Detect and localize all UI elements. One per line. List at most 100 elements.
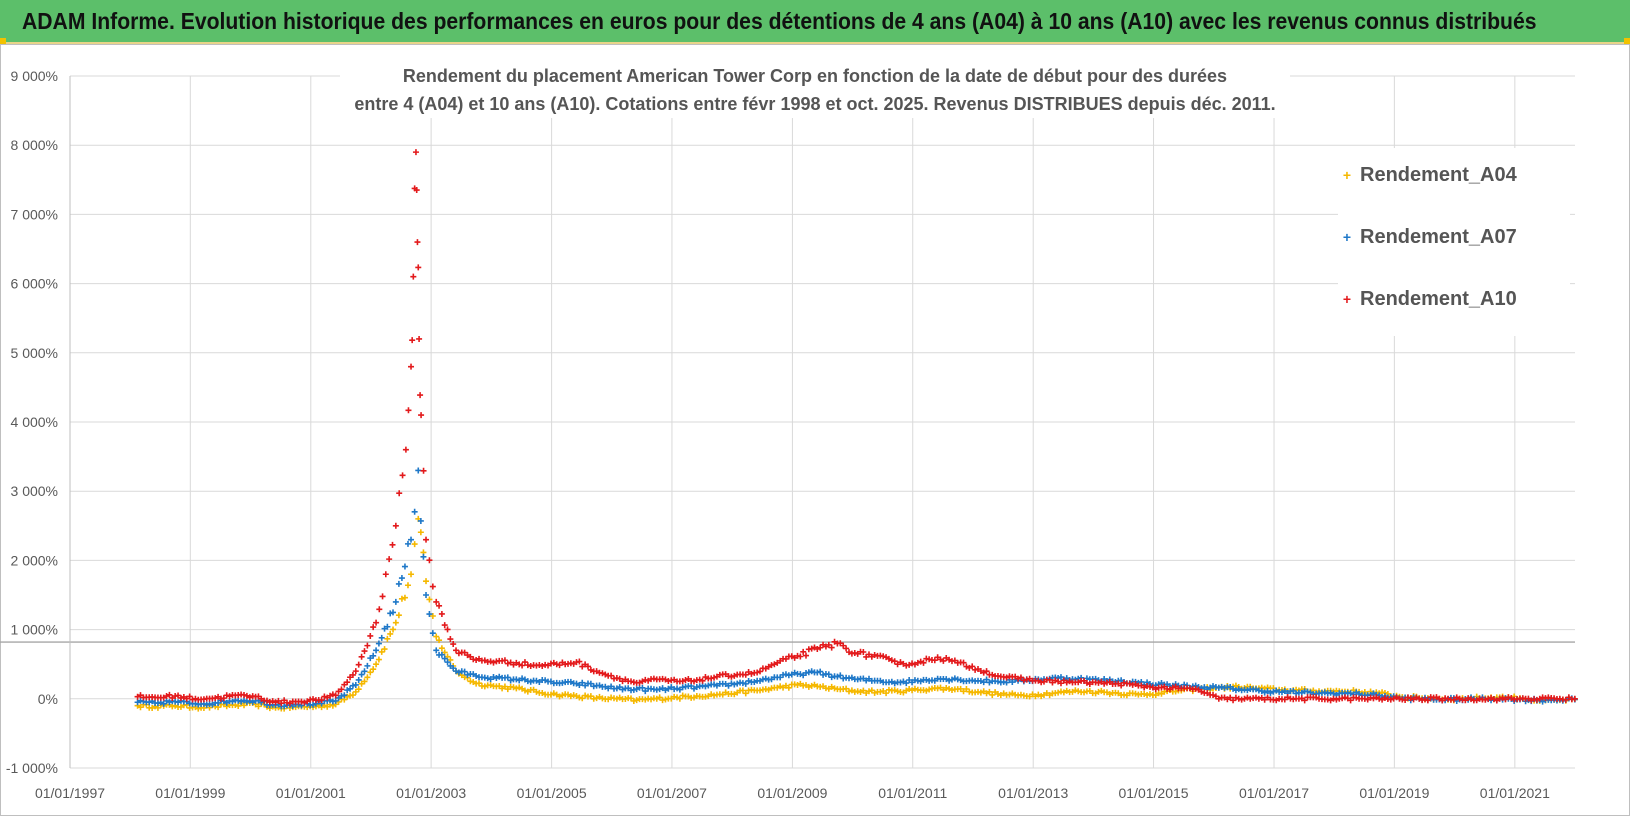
data-point [510, 661, 517, 668]
data-point [570, 660, 577, 667]
data-point [851, 688, 858, 695]
data-point [1424, 697, 1431, 704]
data-point [751, 679, 758, 686]
data-point [496, 673, 503, 680]
data-point [519, 662, 526, 669]
data-point [1568, 696, 1575, 703]
data-point [416, 335, 423, 342]
data-point [926, 686, 933, 693]
data-point [484, 675, 491, 682]
data-point [590, 668, 597, 675]
x-tick-label: 01/01/2007 [637, 785, 707, 801]
data-point [831, 638, 838, 645]
data-point [682, 677, 689, 684]
data-point [768, 662, 775, 669]
data-point [828, 644, 835, 651]
data-point [1347, 690, 1354, 697]
data-point [433, 633, 440, 640]
data-point [808, 682, 815, 689]
data-point [516, 661, 523, 668]
y-tick-label: 3 000% [11, 483, 58, 499]
data-point [390, 626, 397, 633]
data-point [771, 684, 778, 691]
data-point [739, 687, 746, 694]
data-point [401, 594, 408, 601]
data-point [189, 696, 196, 703]
data-point [843, 645, 850, 652]
data-point [1324, 696, 1331, 703]
data-point [983, 668, 990, 675]
series-layer [134, 149, 1578, 712]
data-point [751, 687, 758, 694]
data-point [986, 688, 993, 695]
data-point [699, 677, 706, 684]
data-point [450, 665, 457, 672]
data-point [415, 264, 422, 271]
data-point [338, 686, 345, 693]
series-rendement-a04 [134, 515, 1578, 712]
data-point [751, 669, 758, 676]
data-point [404, 582, 411, 589]
data-point [318, 697, 325, 704]
data-point [1132, 690, 1139, 697]
chart-title: Rendement du placement American Tower Co… [340, 62, 1290, 118]
data-point [797, 671, 804, 678]
data-point [423, 578, 430, 585]
data-point [828, 674, 835, 681]
data-point [447, 636, 454, 643]
data-point [648, 696, 655, 703]
data-point [1333, 696, 1340, 703]
data-point [1052, 677, 1059, 684]
data-point [1235, 686, 1242, 693]
data-point [349, 692, 356, 699]
data-point [943, 684, 950, 691]
data-point [911, 661, 918, 668]
legend-item-a07[interactable]: + Rendement_A07 [1338, 222, 1517, 252]
data-point [811, 681, 818, 688]
data-point [229, 692, 236, 699]
data-point [1482, 696, 1489, 703]
data-point [1238, 696, 1245, 703]
data-point [791, 669, 798, 676]
data-point [630, 697, 637, 704]
data-point [1144, 683, 1151, 690]
data-point [992, 678, 999, 685]
data-point [408, 536, 415, 543]
data-point [1241, 695, 1248, 702]
data-point [507, 677, 514, 684]
data-point [361, 678, 368, 685]
data-point [450, 641, 457, 648]
data-point [269, 698, 276, 705]
data-point [705, 682, 712, 689]
legend-item-a10[interactable]: + Rendement_A10 [1338, 284, 1517, 314]
data-point [398, 595, 405, 602]
data-point [897, 679, 904, 686]
data-point [831, 673, 838, 680]
chart-title-line-1: Rendement du placement American Tower Co… [402, 66, 1228, 86]
data-point [429, 612, 436, 619]
data-point [1373, 694, 1380, 701]
data-point [241, 691, 248, 698]
data-point [524, 662, 531, 669]
data-point [1267, 689, 1274, 696]
data-point [711, 692, 718, 699]
data-point [329, 691, 336, 698]
data-point [490, 673, 497, 680]
data-point [381, 646, 388, 653]
data-point [951, 675, 958, 682]
data-point [414, 239, 421, 246]
data-point [1293, 695, 1300, 702]
data-point [521, 687, 528, 694]
data-point [341, 692, 348, 699]
data-point [404, 540, 411, 547]
data-point [501, 657, 508, 664]
legend-item-a04[interactable]: + Rendement_A04 [1338, 160, 1517, 190]
x-tick-label: 01/01/1997 [35, 785, 105, 801]
data-point [610, 685, 617, 692]
x-tick-label: 01/01/2011 [878, 785, 947, 801]
series-rendement-a07 [134, 467, 1578, 710]
data-point [186, 693, 193, 700]
data-point [940, 657, 947, 664]
data-point [235, 697, 242, 704]
